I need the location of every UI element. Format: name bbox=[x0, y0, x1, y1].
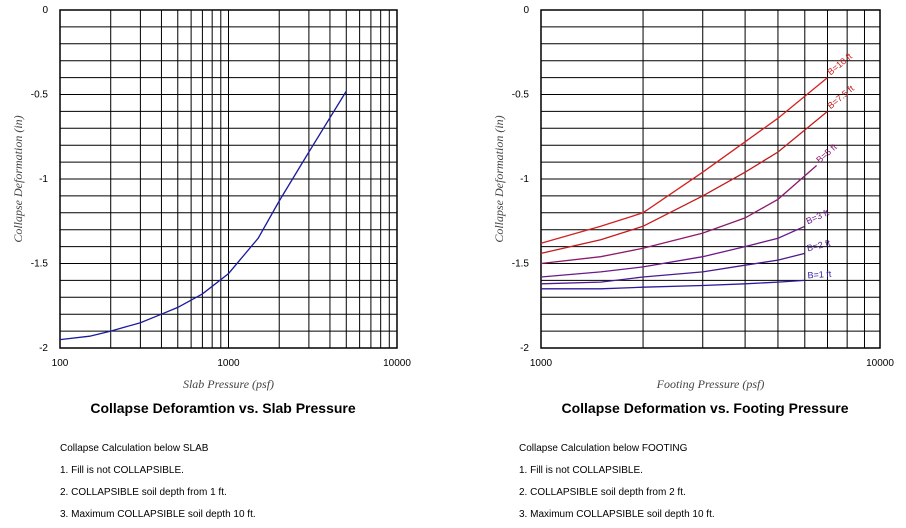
plot-border bbox=[59, 9, 398, 349]
right-note-1: 1. Fill is not COLLAPSIBLE. bbox=[519, 465, 643, 476]
y-tick-label: -2 bbox=[520, 343, 529, 354]
series-line bbox=[540, 225, 806, 278]
x-tick-label: 1000 bbox=[217, 358, 240, 369]
right-note-3: 3. Maximum COLLAPSIBLE soil depth 10 ft. bbox=[519, 509, 715, 520]
slab-pressure-chart: 0 -0.5 -1 -1.5 -2 100 1000 10000 Slab Pressure (… bbox=[11, 5, 411, 391]
left-notes: Collapse Calculation below SLAB 1. Fill … bbox=[60, 438, 256, 526]
series-line bbox=[59, 90, 347, 341]
x-tick-label: 10000 bbox=[383, 358, 411, 369]
left-note-0: Collapse Calculation below SLAB bbox=[60, 443, 209, 454]
left-note-2: 2. COLLAPSIBLE soil depth from 1 ft. bbox=[60, 487, 227, 498]
series-line bbox=[540, 77, 828, 244]
y-tick-label: -2 bbox=[39, 343, 48, 354]
right-notes: Collapse Calculation below FOOTING 1. Fi… bbox=[519, 438, 715, 526]
y-tick-label: -1 bbox=[39, 174, 48, 185]
x-axis-title: Footing Pressure (psf) bbox=[656, 377, 765, 391]
series-label: B=10 ft bbox=[825, 51, 854, 77]
series-label: B=3 ft bbox=[805, 207, 831, 226]
right-note-0: Collapse Calculation below FOOTING bbox=[519, 443, 688, 454]
y-tick-label: -0.5 bbox=[31, 90, 49, 101]
right-note-2: 2. COLLAPSIBLE soil depth from 2 ft. bbox=[519, 487, 686, 498]
series-line bbox=[541, 279, 805, 290]
series-label: B=7.5 ft bbox=[825, 83, 856, 111]
left-note-3: 3. Maximum COLLAPSIBLE soil depth 10 ft. bbox=[60, 509, 256, 520]
x-tick-label: 1000 bbox=[530, 358, 553, 369]
series-line bbox=[540, 165, 818, 265]
y-axis-title: Collapse Deformation (in) bbox=[492, 115, 506, 242]
y-tick-label: -0.5 bbox=[512, 90, 530, 101]
y-tick-label: -1.5 bbox=[31, 259, 49, 270]
series-line bbox=[540, 252, 805, 285]
y-tick-label: -1 bbox=[520, 174, 529, 185]
x-tick-label: 100 bbox=[52, 358, 69, 369]
x-axis-title: Slab Pressure (psf) bbox=[183, 377, 274, 391]
y-tick-label: 0 bbox=[42, 5, 48, 16]
left-note-1: 1. Fill is not COLLAPSIBLE. bbox=[60, 465, 184, 476]
plot-border bbox=[540, 9, 881, 349]
right-chart-caption: Collapse Deformation vs. Footing Pressur… bbox=[561, 400, 849, 416]
x-tick-label: 10000 bbox=[866, 358, 894, 369]
y-tick-label: -1.5 bbox=[512, 259, 530, 270]
left-chart-caption: Collapse Deforamtion vs. Slab Pressure bbox=[90, 400, 356, 416]
y-axis-title: Collapse Deformation (in) bbox=[11, 115, 25, 242]
series-label: B=1 ft bbox=[807, 269, 832, 281]
y-tick-label: 0 bbox=[523, 5, 529, 16]
series-line bbox=[540, 110, 828, 255]
